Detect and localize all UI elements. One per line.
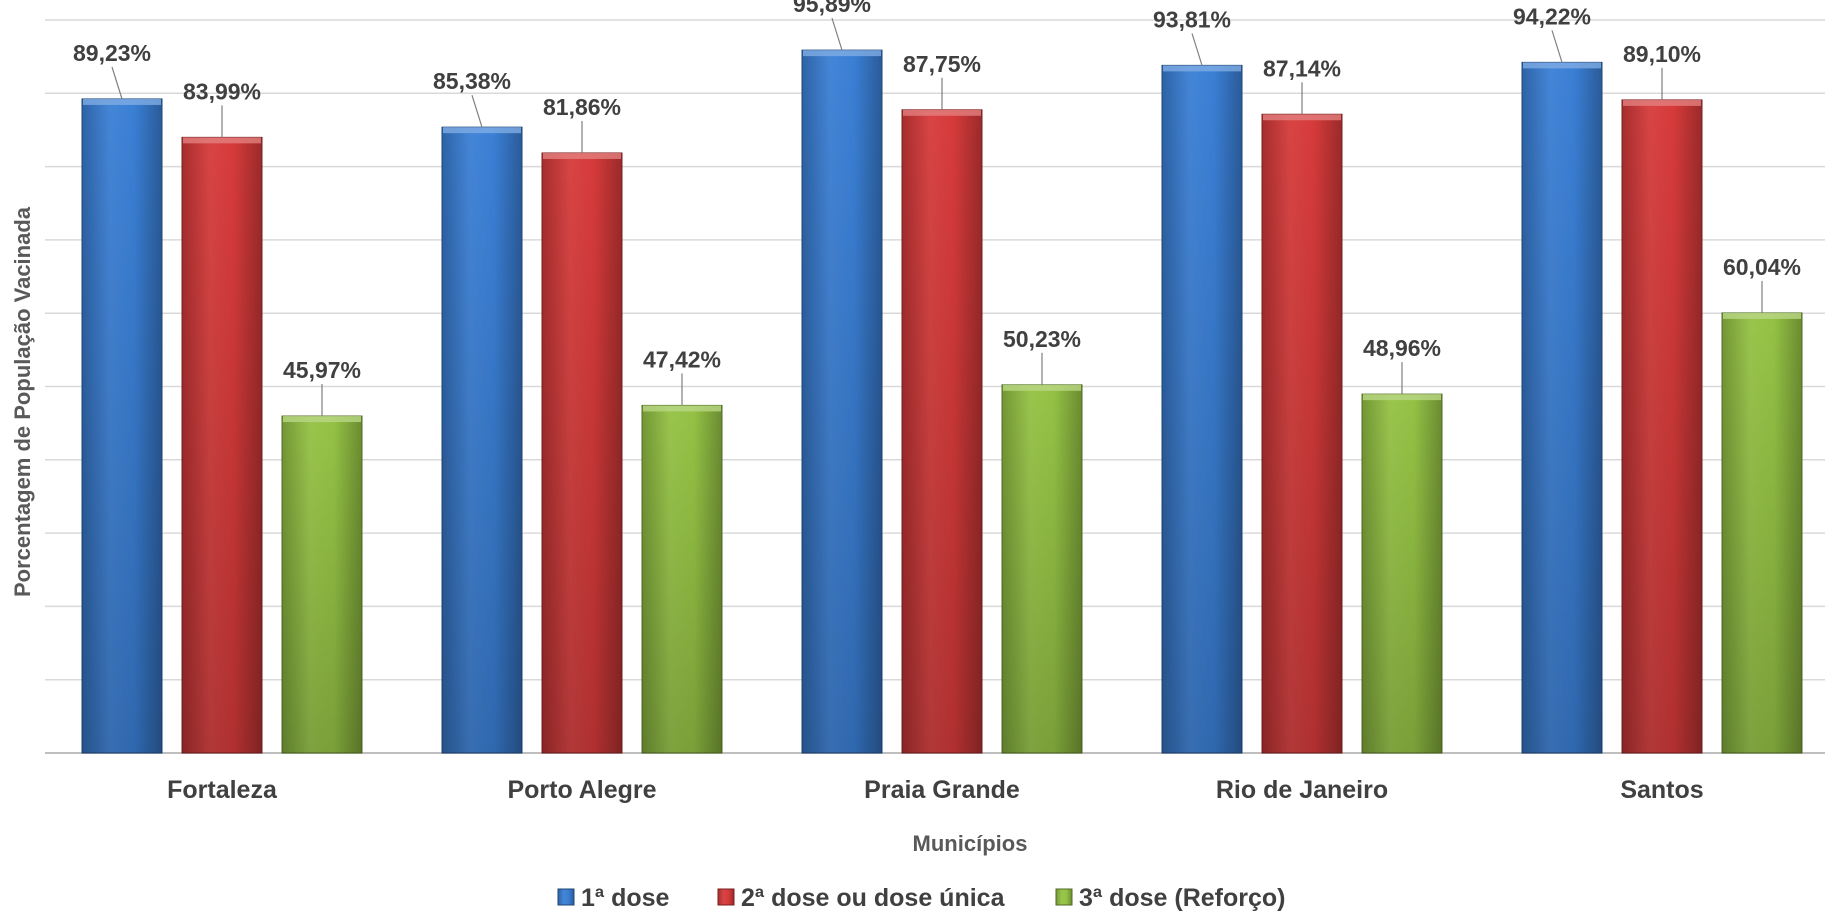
data-label-second-dose: 87,75% <box>903 51 981 77</box>
legend-item-second-dose: 2ª dose ou dose única <box>717 884 1006 912</box>
data-label-third-dose: 60,04% <box>1723 254 1801 280</box>
data-labels: 89,23% 83,99% 45,97% 85,38% 81,86% 47,42% 95,8… <box>73 0 1801 383</box>
data-label-second-dose: 89,10% <box>1623 41 1701 67</box>
data-label-second-dose: 81,86% <box>543 94 621 120</box>
label-leader-line <box>831 17 843 51</box>
legend-item-first-dose: 1ª dose <box>557 884 670 912</box>
label-leader-line <box>111 66 123 100</box>
bar-third-dose <box>1361 393 1443 754</box>
bar-second-dose <box>181 136 263 754</box>
label-leader-line <box>1551 30 1563 63</box>
data-label-first-dose: 94,22% <box>1513 3 1591 29</box>
x-tick-label: Fortaleza <box>167 776 278 804</box>
x-tick-label: Rio de Janeiro <box>1216 776 1388 804</box>
legend-item-third-dose: 3ª dose (Reforço) <box>1055 884 1286 912</box>
legend-label: 1ª dose <box>581 884 670 912</box>
legend: 1ª dose 2ª dose ou dose única 3ª dose (Ref… <box>557 884 1286 912</box>
label-leader-line <box>1191 33 1203 66</box>
bar-first-dose <box>1161 64 1243 754</box>
legend-label: 3ª dose (Reforço) <box>1079 884 1286 912</box>
bar-second-dose <box>1621 99 1703 754</box>
data-label-first-dose: 85,38% <box>433 68 511 94</box>
x-axis-title: Municípios <box>913 831 1028 856</box>
bar-third-dose <box>281 415 363 754</box>
data-label-first-dose: 95,89% <box>793 0 871 17</box>
bar-first-dose <box>801 49 883 754</box>
legend-swatch <box>717 888 735 906</box>
bar-third-dose <box>1721 312 1803 754</box>
bar-second-dose <box>901 109 983 754</box>
bar-first-dose <box>1521 61 1603 754</box>
data-label-third-dose: 45,97% <box>283 357 361 383</box>
x-axis-tick-labels: Fortaleza Porto Alegre Praia Grande Rio de … <box>167 776 1704 804</box>
bar-first-dose <box>81 98 163 754</box>
legend-swatch <box>1055 888 1073 906</box>
x-tick-label: Praia Grande <box>864 776 1020 804</box>
label-leaders <box>111 17 1763 417</box>
x-tick-label: Santos <box>1620 776 1703 804</box>
bar-third-dose <box>641 404 723 754</box>
y-axis-title: Porcentagem de População Vacinada <box>10 206 35 597</box>
bars <box>81 49 1803 754</box>
bar-third-dose <box>1001 384 1083 754</box>
data-label-second-dose: 87,14% <box>1263 55 1341 81</box>
bar-second-dose <box>541 152 623 754</box>
data-label-third-dose: 47,42% <box>643 346 721 372</box>
label-leader-line <box>471 94 483 128</box>
data-label-third-dose: 48,96% <box>1363 335 1441 361</box>
legend-label: 2ª dose ou dose única <box>741 884 1006 912</box>
legend-swatch <box>557 888 575 906</box>
data-label-first-dose: 89,23% <box>73 40 151 66</box>
bar-second-dose <box>1261 113 1343 754</box>
data-label-second-dose: 83,99% <box>183 78 261 104</box>
bar-first-dose <box>441 126 523 754</box>
x-tick-label: Porto Alegre <box>507 776 656 804</box>
data-label-third-dose: 50,23% <box>1003 326 1081 352</box>
data-label-first-dose: 93,81% <box>1153 6 1231 32</box>
